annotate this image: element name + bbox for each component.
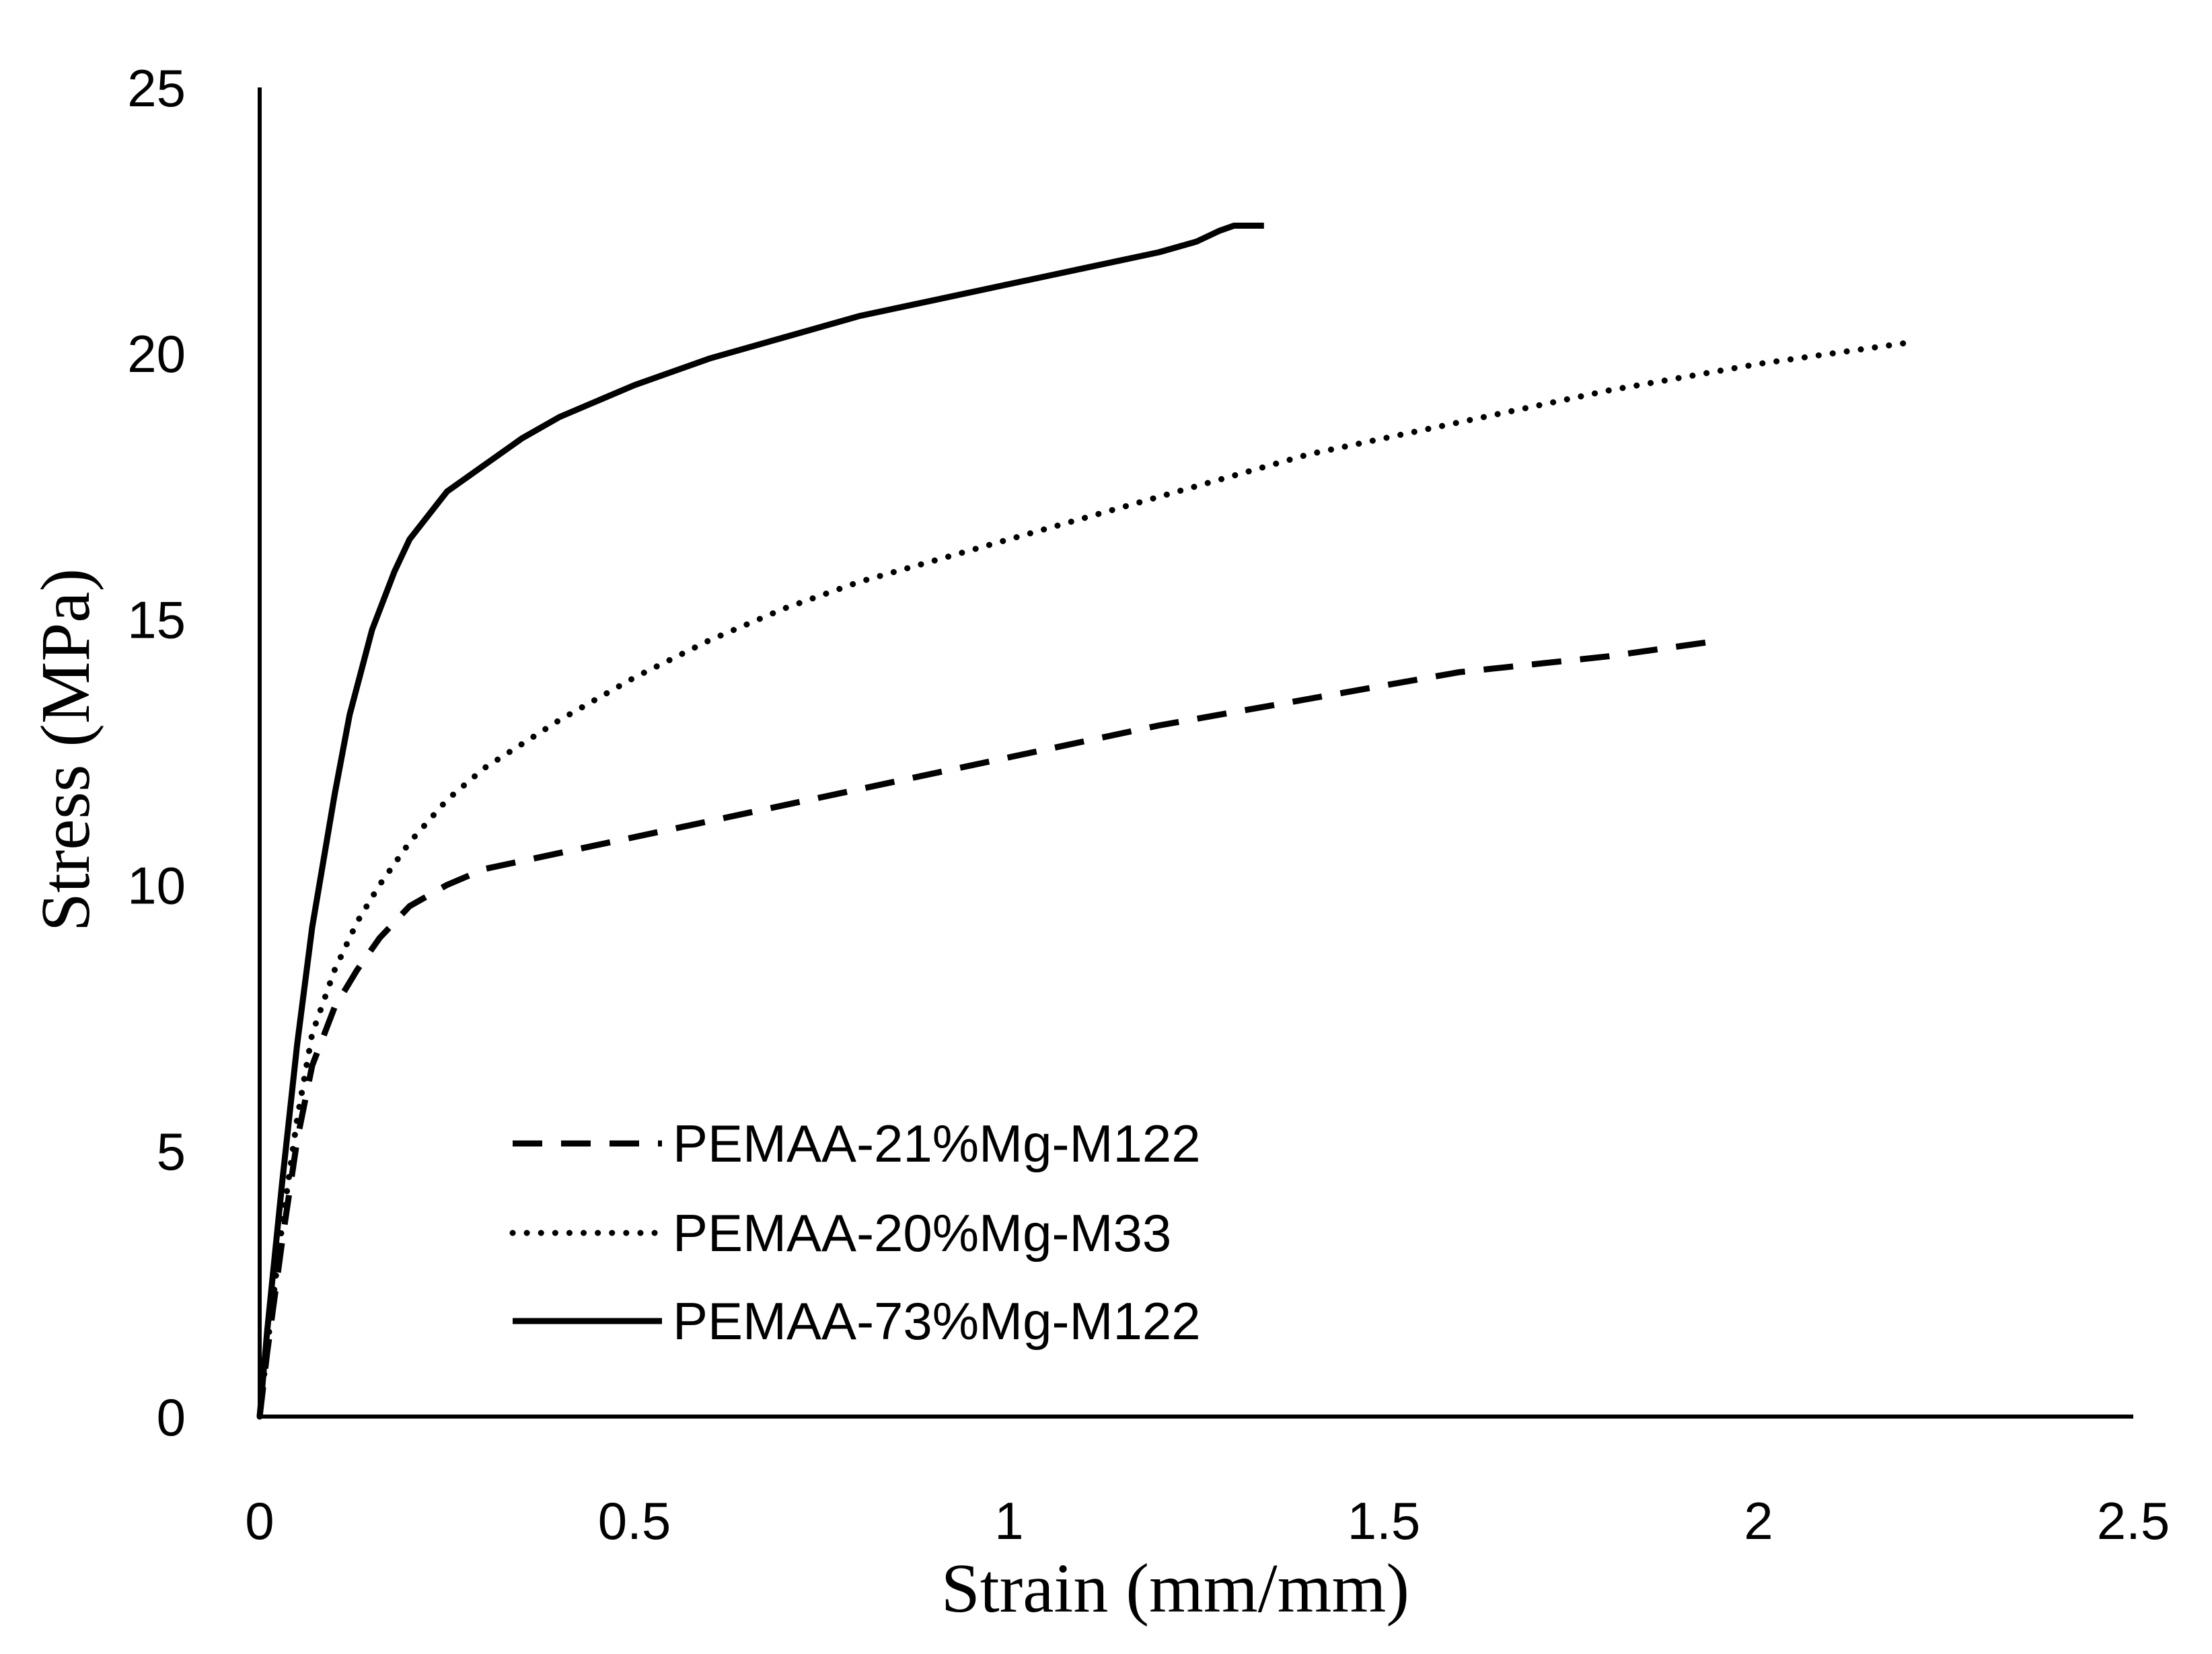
y-tick-label: 15 xyxy=(127,590,186,649)
series-line-dashed xyxy=(256,637,1722,1417)
series-layer xyxy=(256,223,1912,1420)
x-tick-label: 0.5 xyxy=(598,1491,671,1550)
x-tick-label: 2.5 xyxy=(2097,1491,2170,1550)
x-tick-label: 1 xyxy=(994,1491,1023,1550)
series-line-dotted xyxy=(256,339,1912,1420)
y-tick-label: 25 xyxy=(127,59,186,118)
x-tick-labels: 0 0.5 1 1.5 2 2.5 xyxy=(245,1491,2170,1550)
y-tick-labels: 0 5 10 15 20 25 xyxy=(127,59,186,1447)
legend-label-pemaa-21-mg-m122: PEMAA-21%Mg-M122 xyxy=(673,1114,1201,1173)
legend-label-pemaa-20-mg-m33: PEMAA-20%Mg-M33 xyxy=(673,1203,1171,1263)
y-tick-label: 20 xyxy=(127,324,186,383)
x-tick-label: 2 xyxy=(1744,1491,1773,1550)
x-tick-label: 0 xyxy=(245,1491,274,1550)
legend-label-pemaa-73-mg-m122: PEMAA-73%Mg-M122 xyxy=(673,1291,1201,1351)
x-tick-label: 1.5 xyxy=(1348,1491,1420,1550)
y-tick-label: 0 xyxy=(157,1388,186,1447)
series-line-solid xyxy=(256,223,1264,1417)
x-axis-title: Strain (mm/mm) xyxy=(941,1550,1409,1627)
y-axis-title: Stress (MPa) xyxy=(27,568,104,932)
y-tick-label: 10 xyxy=(127,856,186,915)
y-tick-label: 5 xyxy=(157,1122,186,1181)
legend: PEMAA-21%Mg-M122 PEMAA-20%Mg-M33 PEMAA-7… xyxy=(509,1114,1201,1351)
